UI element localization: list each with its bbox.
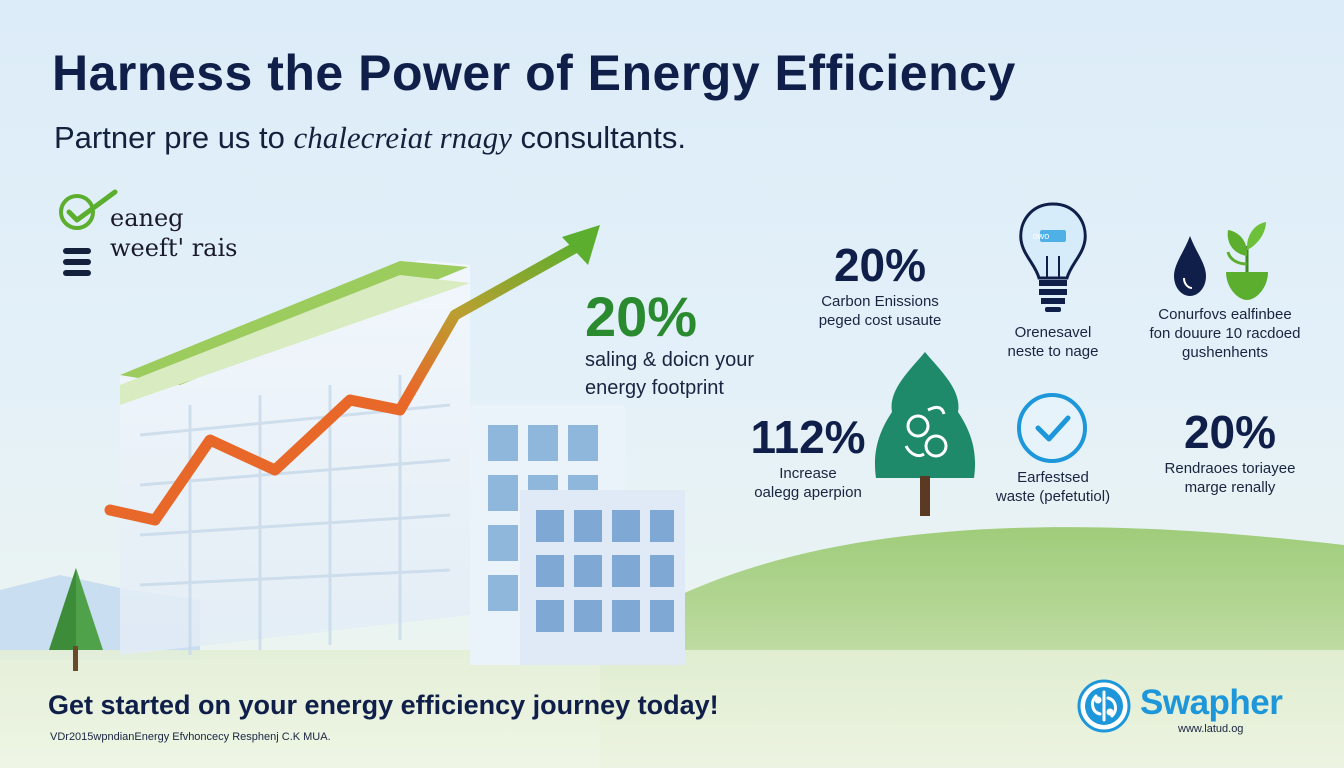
- stat-carbon-emissions: 20% Carbon Enissions peged cost usaute: [800, 238, 960, 330]
- subtitle-tail: consultants.: [520, 120, 686, 155]
- lightbulb-icon-text: owo: [1032, 231, 1050, 241]
- stat-line-2: peged cost usaute: [818, 312, 942, 329]
- main-stat-value: 20%: [585, 285, 698, 348]
- main-stat-label: saling & doicn your energy footprint: [585, 346, 754, 402]
- recycle-tree-icon: [874, 352, 976, 516]
- check-circle-icon: [1017, 393, 1087, 463]
- stat-line-2: neste to nage: [1007, 343, 1099, 360]
- subtitle-lead: Partner pre us to: [54, 120, 285, 155]
- swapher-logo-icon: [1077, 679, 1131, 733]
- stat-line-1: Carbon Enissions: [821, 293, 939, 310]
- stat-line-2: fon douure 10 racdoed: [1149, 325, 1301, 342]
- stat-line-2: waste (pefetutiol): [995, 488, 1111, 505]
- stat-value: 20%: [833, 239, 927, 291]
- call-to-action: Get started on your energy efficiency jo…: [48, 690, 719, 720]
- stat-line-2: oalegg aperpion: [754, 484, 862, 501]
- lightbulb-icon: [1019, 202, 1087, 312]
- stat-value: 20%: [1183, 406, 1277, 458]
- stat-line-1: Increase: [779, 465, 837, 482]
- stat-line-3: gushenhents: [1182, 344, 1268, 361]
- stat-value: 112%: [750, 411, 866, 463]
- main-stat-line-2: energy footprint: [585, 377, 724, 399]
- stat-line-1: Conurfovs ealfinbee: [1158, 306, 1292, 323]
- trend-arrowhead: [562, 225, 600, 265]
- small-tree-icon: [49, 568, 103, 671]
- stat-increase: 112% Increase oalegg aperpion: [728, 410, 888, 502]
- badge-line-1: eaneg: [110, 204, 184, 232]
- stat-line-1: Orenesavel: [1014, 324, 1092, 341]
- main-stat-line-1: saling & doicn your: [585, 349, 754, 371]
- trend-arrow-chart: [104, 225, 600, 526]
- badge-line-2: weeft' rais: [110, 234, 238, 262]
- stat-waste: Earfestsed waste (pefetutiol): [968, 468, 1138, 506]
- stacked-bars-icon: [63, 248, 91, 276]
- trend-line: [104, 239, 586, 526]
- page-title: Harness the Power of Energy Efficiency: [52, 45, 1016, 101]
- water-drop-plant-icon: [1174, 222, 1268, 300]
- stat-water-plant: Conurfovs ealfinbee fon douure 10 racdoe…: [1135, 305, 1315, 362]
- stat-line-1: Rendraoes toriayee: [1164, 460, 1296, 477]
- brand-url: www.latud.og: [1178, 723, 1244, 735]
- brand-name: Swapher: [1140, 683, 1283, 722]
- page-subtitle: Partner pre us to chalecreiɑt rnagy cons…: [54, 120, 686, 156]
- footnote: VDr2015wpndianEnergy Efvhoncecy Resphenj…: [50, 731, 331, 743]
- stat-line-1: Earfestsed: [1017, 469, 1089, 486]
- stat-line-2: marge renally: [1184, 479, 1276, 496]
- subtitle-italic: chalecreiɑt rnagy: [293, 120, 512, 155]
- checkmark-circle-icon: [59, 189, 118, 230]
- stat-lightbulb: Orenesavel neste to nage: [973, 323, 1133, 361]
- stat-renewable: 20% Rendraoes toriayee marge renally: [1145, 405, 1315, 497]
